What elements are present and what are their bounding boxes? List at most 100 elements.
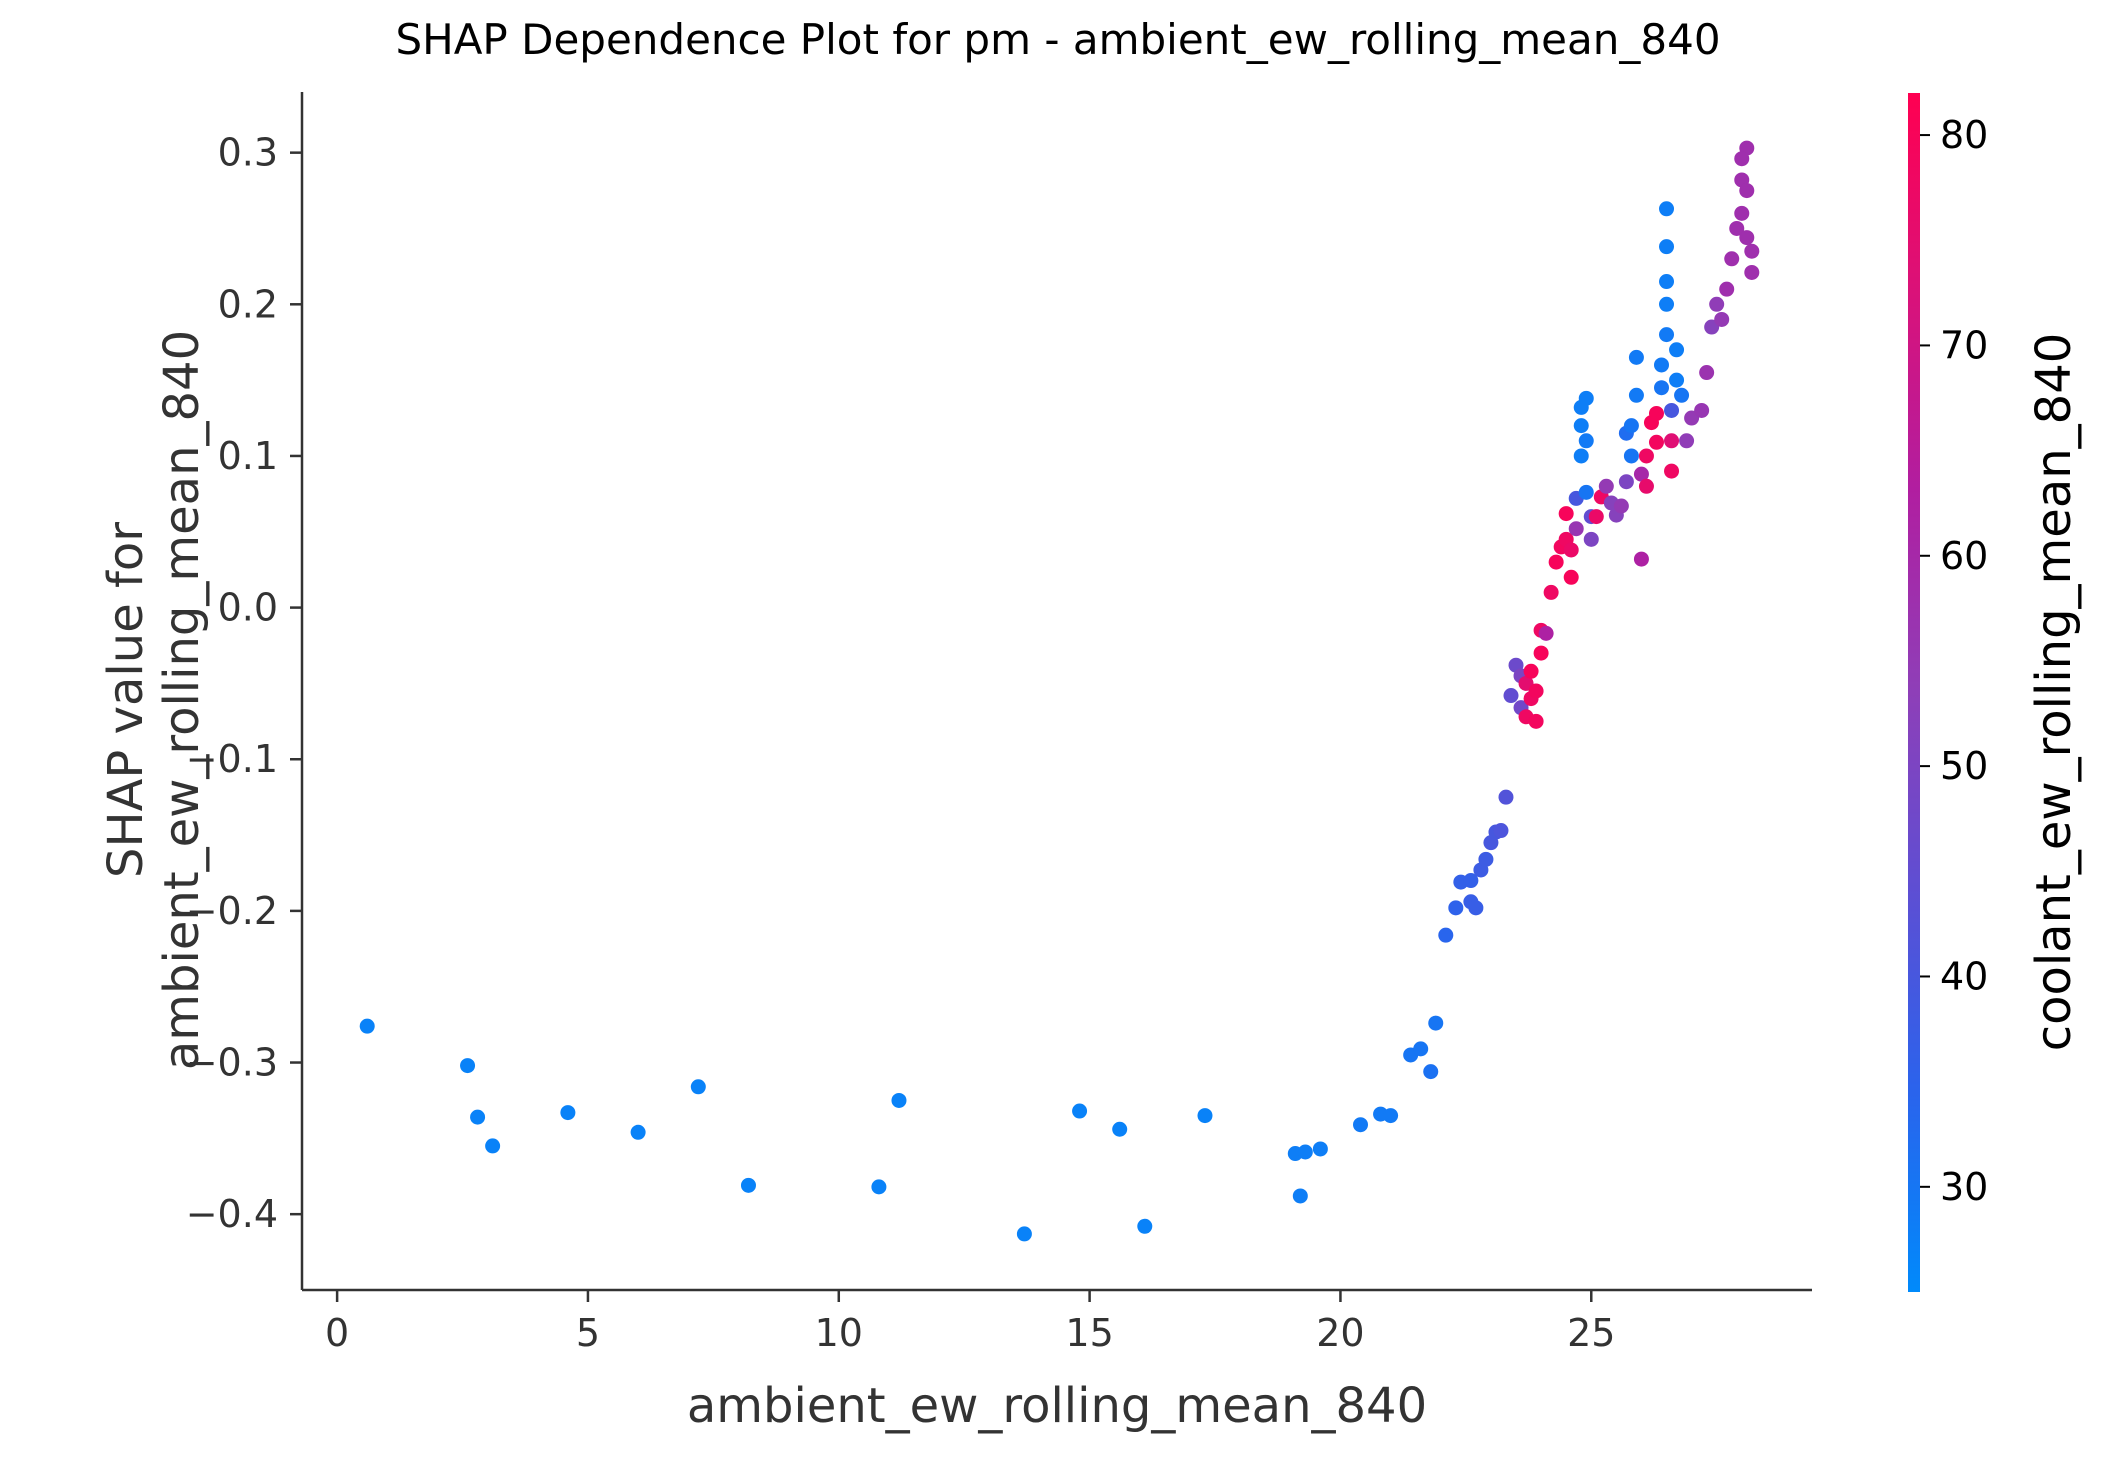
scatter-point [1312, 1141, 1328, 1157]
scatter-point [1729, 220, 1745, 236]
scatter-point [1463, 873, 1479, 889]
scatter-point [1598, 478, 1614, 494]
colorbar-tick-label: 60 [1940, 534, 1988, 578]
colorbar-tick-label: 40 [1940, 954, 1988, 998]
scatter-point [560, 1105, 576, 1121]
plot-area: 0 5 10 15 20 25 −0.4 −0.3 −0.2 −0.1 0.0 0.1 0.2 0.3 [186, 92, 1812, 1355]
scatter-point [1659, 327, 1675, 343]
scatter-point [690, 1079, 706, 1095]
scatter-point [1659, 274, 1675, 290]
y-tick-label: 0.1 [218, 434, 278, 478]
scatter-point [1578, 433, 1594, 449]
x-tick-label: 5 [576, 1311, 600, 1355]
scatter-point [1448, 900, 1464, 916]
scatter-point [1548, 554, 1564, 570]
scatter-point [1719, 281, 1735, 297]
scatter-point [1478, 851, 1494, 867]
scatter-point [1573, 448, 1589, 464]
colorbar-tick-label: 80 [1940, 113, 1988, 157]
scatter-point [1573, 418, 1589, 434]
y-axis-label-line-2: ambient_ew_rolling_mean_840 [154, 330, 210, 1070]
scatter-point [1523, 663, 1539, 679]
scatter-point [485, 1138, 501, 1154]
scatter-point [1292, 1188, 1308, 1204]
y-tick-label: −0.1 [186, 737, 278, 781]
scatter-point [1679, 433, 1695, 449]
scatter-point [1744, 264, 1760, 280]
scatter-point [1383, 1108, 1399, 1124]
scatter-point [1699, 365, 1715, 381]
scatter-point [1623, 448, 1639, 464]
scatter-point [1664, 463, 1680, 479]
scatter-point [1588, 509, 1604, 525]
x-tick-label: 0 [325, 1311, 349, 1355]
scatter-point [1428, 1015, 1444, 1031]
scatter-point [1654, 357, 1670, 373]
y-tick-label: −0.2 [186, 889, 278, 933]
scatter-point [1503, 688, 1519, 704]
x-tick-label: 25 [1567, 1311, 1615, 1355]
scatter-point [1674, 387, 1690, 403]
scatter-point [891, 1092, 907, 1108]
scatter-point [1659, 201, 1675, 217]
scatter-point [1664, 433, 1680, 449]
scatter-point [1709, 296, 1725, 312]
chart-title: SHAP Dependence Plot for pm - ambient_ew… [395, 15, 1720, 64]
y-tick-label: −0.3 [186, 1041, 278, 1085]
scatter-point [1633, 551, 1649, 567]
scatter-point [1628, 349, 1644, 365]
scatter-point [1583, 531, 1599, 547]
y-tick-label: −0.4 [186, 1192, 278, 1236]
scatter-point [1694, 402, 1710, 418]
scatter-point [1137, 1218, 1153, 1234]
scatter-point [1714, 311, 1730, 327]
scatter-point [1563, 542, 1579, 558]
colorbar-tick-label: 70 [1940, 323, 1988, 367]
y-ticks: −0.4 −0.3 −0.2 −0.1 0.0 0.1 0.2 0.3 [186, 131, 302, 1236]
scatter-point [1533, 645, 1549, 661]
colorbar-gradient [1908, 93, 1920, 1292]
scatter-point [1638, 448, 1654, 464]
scatter-point [1724, 251, 1740, 267]
scatter-point [1648, 405, 1664, 421]
scatter-point [1528, 713, 1544, 729]
scatter-points [359, 140, 1760, 1242]
scatter-point [1618, 474, 1634, 490]
scatter-point [1016, 1226, 1032, 1242]
scatter-point [1563, 569, 1579, 585]
scatter-point [1558, 506, 1574, 522]
scatter-point [359, 1018, 375, 1034]
scatter-point [1669, 372, 1685, 388]
scatter-point [1623, 418, 1639, 434]
colorbar-tick-label: 30 [1940, 1165, 1988, 1209]
scatter-point [1493, 823, 1509, 839]
y-tick-label: 0.0 [218, 586, 278, 630]
scatter-point [1744, 243, 1760, 259]
scatter-point [871, 1179, 887, 1195]
scatter-point [460, 1058, 476, 1074]
scatter-point [470, 1109, 486, 1125]
colorbar: 30 40 50 60 70 80 coolant_ew_rolling_mean_840 [1908, 93, 2082, 1292]
scatter-point [1578, 484, 1594, 500]
y-tick-label: 0.3 [218, 131, 278, 175]
scatter-point [1613, 498, 1629, 514]
scatter-point [1734, 205, 1750, 221]
scatter-point [1423, 1064, 1439, 1080]
x-ticks: 0 5 10 15 20 25 [325, 1290, 1615, 1355]
scatter-point [1072, 1103, 1088, 1119]
colorbar-tick-label: 50 [1940, 744, 1988, 788]
scatter-point [1659, 296, 1675, 312]
scatter-point [740, 1177, 756, 1193]
scatter-point [1669, 342, 1685, 358]
scatter-point [1654, 380, 1670, 396]
x-axis-label: ambient_ew_rolling_mean_840 [687, 1378, 1427, 1434]
colorbar-ticks: 30 40 50 60 70 80 [1920, 113, 1988, 1209]
scatter-point [1578, 390, 1594, 406]
x-tick-label: 10 [815, 1311, 863, 1355]
scatter-point [1468, 900, 1484, 916]
y-axis-label: SHAP value for ambient_ew_rolling_mean_8… [98, 330, 210, 1070]
scatter-point [1734, 151, 1750, 167]
scatter-point [1633, 466, 1649, 482]
y-tick-label: 0.2 [218, 282, 278, 326]
